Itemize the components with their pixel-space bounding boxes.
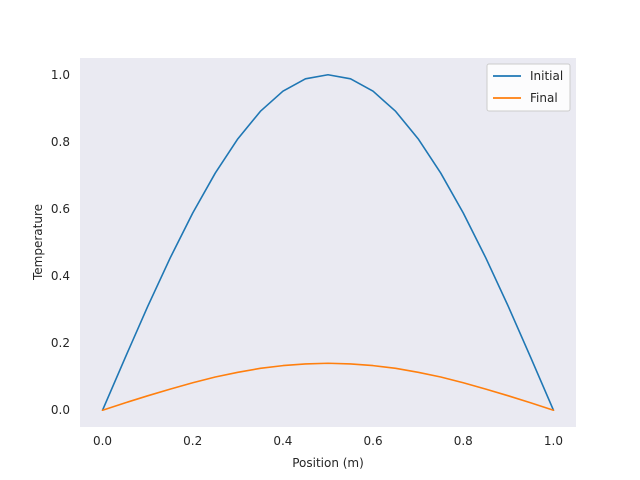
y-tick-label: 0.2 [51,336,70,350]
x-tick-label: 0.6 [364,434,383,448]
series-layer [101,73,555,412]
y-tick-label: 0.0 [51,403,70,417]
x-tick-label: 0.0 [93,434,112,448]
series-line-initial [101,73,555,412]
y-tick-label: 0.8 [51,135,70,149]
x-tick-label: 0.2 [183,434,202,448]
legend-label-initial: Initial [530,69,563,83]
y-axis-label: Temperature [31,204,45,281]
x-tick-label: 1.0 [544,434,563,448]
y-tick-label: 0.6 [51,202,70,216]
legend-label-final: Final [530,91,558,105]
y-ticks: 0.0 0.2 0.4 0.6 0.8 1.0 [51,68,70,417]
y-tick-label: 0.4 [51,269,70,283]
legend: Initial Final [486,63,571,112]
plot-area [80,58,576,427]
y-tick-label: 1.0 [51,68,70,82]
x-tick-label: 0.4 [273,434,292,448]
x-ticks: 0.0 0.2 0.4 0.6 0.8 1.0 [93,434,563,448]
x-axis-label: Position (m) [292,456,364,470]
x-tick-label: 0.8 [454,434,473,448]
series-line-final [101,362,555,412]
